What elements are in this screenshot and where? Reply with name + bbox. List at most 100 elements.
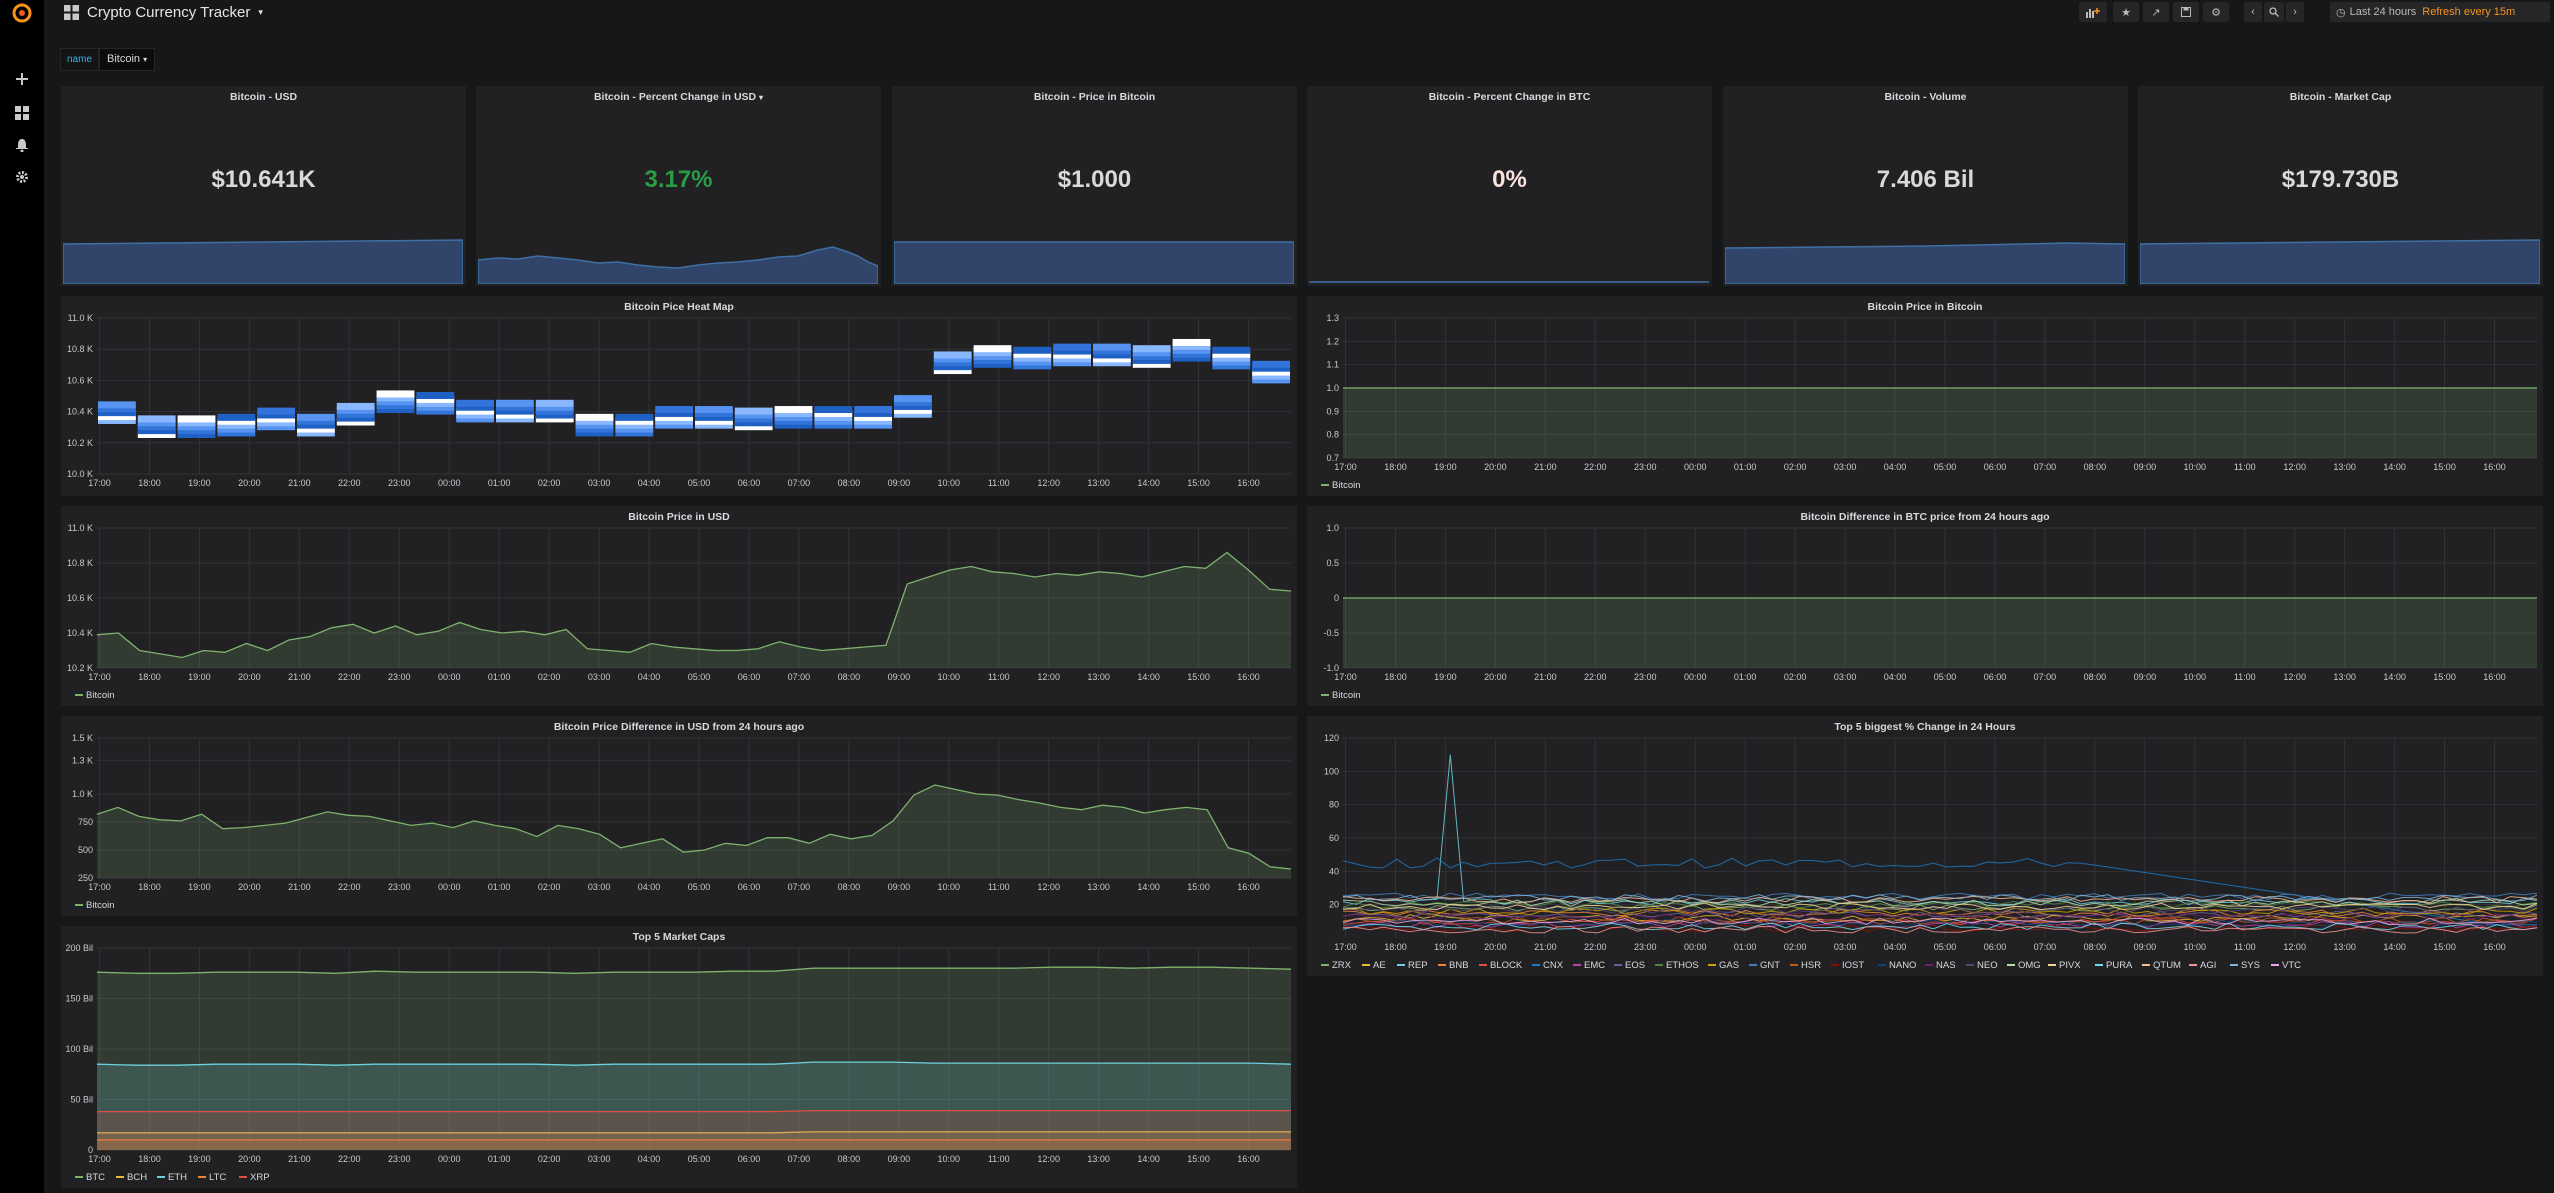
heatmap-cell (1013, 362, 1052, 370)
y-tick-label: 100 Bil (65, 1044, 93, 1054)
x-tick-label: 16:00 (1237, 882, 1260, 892)
x-tick-label: 17:00 (1334, 462, 1357, 472)
heatmap-cell (456, 399, 494, 407)
x-tick-label: 07:00 (2034, 942, 2057, 952)
heatmap-cell (1053, 347, 1091, 355)
y-tick-label: 10.4 K (67, 628, 93, 638)
stat-panel-percent-change-btc[interactable]: Bitcoin - Percent Change in BTC 0% (1307, 86, 1712, 286)
x-tick-label: 06:00 (738, 478, 761, 488)
save-icon[interactable] (2173, 2, 2199, 22)
x-tick-label: 09:00 (888, 672, 911, 682)
heatmap-cell (734, 415, 773, 423)
panel-title: Bitcoin - Percent Change in USD ▾ (593, 91, 764, 103)
panel-btc-diff-usd[interactable]: Bitcoin Price Difference in USD from 24 … (61, 716, 1297, 916)
heatmap-cell (416, 395, 455, 403)
x-tick-label: 12:00 (2283, 672, 2306, 682)
heatmap-cell (376, 394, 415, 402)
dashboard-picker[interactable]: Crypto Currency Tracker ▾ (64, 4, 263, 21)
sparkline (478, 246, 878, 284)
x-tick-label: 22:00 (338, 672, 361, 682)
stat-value: 3.17% (644, 166, 713, 193)
panel-top5-mcap[interactable]: Top 5 Market Caps 200 Bil 150 Bil 100 Bil 5… (61, 926, 1297, 1188)
x-tick-label: 12:00 (1037, 882, 1060, 892)
stat-value: 7.406 Bil (1876, 166, 1975, 193)
settings-icon[interactable]: ⚙ (2203, 2, 2229, 22)
x-tick-label: 02:00 (538, 478, 561, 488)
x-tick-label: 10:00 (938, 1154, 961, 1164)
heatmap-cell (496, 411, 534, 419)
y-tick-label: 1.1 (1326, 360, 1339, 370)
heatmap-cell (814, 421, 853, 429)
panel-heatmap[interactable]: Bitcoin Pice Heat Map 11.0 K 10.8 K 10.6 K… (61, 296, 1297, 496)
legend-label: OMG (2018, 960, 2041, 971)
heatmap-cell (1172, 342, 1211, 350)
caret-down-icon: ▾ (143, 55, 148, 64)
x-tick-label: 06:00 (738, 672, 761, 682)
stat-panel-price-in-btc[interactable]: Bitcoin - Price in Bitcoin $1.000 (892, 86, 1297, 286)
bell-icon[interactable] (0, 130, 44, 160)
add-panel-icon[interactable] (2079, 2, 2107, 22)
heatmap-cell (575, 413, 614, 421)
x-tick-label: 10:00 (938, 672, 961, 682)
heatmap-cell (535, 415, 574, 423)
x-tick-label: 02:00 (1784, 672, 1807, 682)
panel-top5-change[interactable]: Top 5 biggest % Change in 24 Hours 120 10… (1307, 716, 2543, 976)
heatmap-cell (695, 417, 733, 425)
time-forward-icon[interactable]: › (2286, 2, 2304, 22)
y-tick-label: 500 (78, 845, 93, 855)
heatmap-cell (814, 409, 853, 417)
heatmap-cell (854, 417, 892, 425)
heatmap-cell (1013, 354, 1052, 362)
heatmap-cell (695, 421, 733, 429)
x-tick-label: 19:00 (188, 1154, 211, 1164)
x-tick-label: 19:00 (1434, 942, 1457, 952)
x-tick-label: 02:00 (1784, 462, 1807, 472)
time-back-icon[interactable]: ‹ (2244, 2, 2262, 22)
heatmap-cell (496, 415, 534, 423)
x-tick-label: 07:00 (788, 672, 811, 682)
stat-panel-usd[interactable]: Bitcoin - USD $10.641K (61, 86, 466, 286)
heatmap-cell (894, 402, 932, 410)
grafana-logo-icon[interactable] (0, 0, 44, 26)
heatmap-cell (615, 425, 654, 433)
heatmap-cell (1093, 359, 1131, 367)
x-tick-label: 14:00 (2383, 672, 2406, 682)
legend-label: VTC (2282, 960, 2301, 971)
x-tick-label: 13:00 (2333, 462, 2356, 472)
dashboards-icon[interactable] (0, 98, 44, 128)
x-tick-label: 07:00 (2034, 672, 2057, 682)
heatmap-cell (98, 409, 136, 417)
legend-label: BNB (1449, 960, 1469, 971)
line-chart: 120 100 80 60 40 20 17:00 18:00 19:00 20:00 21:00 2… (1321, 733, 2538, 971)
share-icon[interactable]: ↗ (2143, 2, 2169, 22)
variable-select[interactable]: Bitcoin ▾ (99, 48, 156, 71)
time-picker[interactable]: ◷ Last 24 hours Refresh every 15m (2330, 2, 2550, 22)
x-tick-label: 20:00 (238, 478, 261, 488)
heatmap-cell (933, 355, 972, 363)
x-tick-label: 11:00 (2234, 462, 2256, 472)
x-tick-label: 23:00 (1634, 942, 1657, 952)
x-tick-label: 11:00 (988, 1154, 1010, 1164)
plus-icon[interactable] (0, 64, 44, 94)
x-tick-label: 14:00 (2383, 462, 2406, 472)
heatmap-cell (297, 417, 335, 425)
x-tick-label: 05:00 (1934, 672, 1957, 682)
panel-btc-diff-btc[interactable]: Bitcoin Difference in BTC price from 24 … (1307, 506, 2543, 706)
zoom-out-icon[interactable] (2264, 2, 2284, 22)
star-icon[interactable]: ★ (2113, 2, 2139, 22)
heatmap-cell (933, 359, 972, 367)
x-tick-label: 02:00 (538, 882, 561, 892)
stat-panel-volume[interactable]: Bitcoin - Volume 7.406 Bil (1723, 86, 2128, 286)
y-tick-label: 20 (1329, 900, 1339, 910)
stat-panel-percent-change-usd[interactable]: Bitcoin - Percent Change in USD ▾ 3.17% (476, 86, 881, 286)
gear-icon[interactable] (0, 162, 44, 192)
heatmap-cell (257, 407, 295, 415)
x-tick-label: 13:00 (2333, 672, 2356, 682)
series-line (96, 1061, 1292, 1066)
x-tick-label: 08:00 (2084, 462, 2107, 472)
stat-panel-market-cap[interactable]: Bitcoin - Market Cap $179.730B (2138, 86, 2543, 286)
panel-btc-in-btc[interactable]: Bitcoin Price in Bitcoin 1.3 1.2 1.1 1.0 0.9… (1307, 296, 2543, 496)
x-tick-label: 21:00 (1534, 942, 1557, 952)
x-tick-label: 21:00 (288, 1154, 311, 1164)
